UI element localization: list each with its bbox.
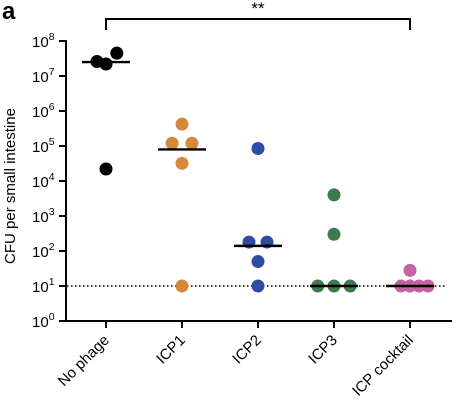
y-tick-label: 105 [32,136,55,156]
data-point [99,57,113,71]
significance-label: ** [251,0,265,18]
y-tick-label: 103 [32,206,55,226]
data-point [327,188,341,202]
x-tick-label: ICP2 [229,332,265,368]
data-point [327,227,341,241]
y-tick-label: 101 [32,276,55,296]
y-tick-label: 107 [32,66,55,86]
x-tick-label: No phage [55,332,113,390]
y-tick-label: 100 [32,311,55,331]
data-point [251,141,265,155]
data-point [175,156,189,170]
data-point [185,136,199,150]
x-tick-label: ICP1 [153,332,189,368]
data-point [110,46,124,60]
x-axis: No phage ICP1 ICP2 ICP3 ICP cocktail [55,320,452,400]
data-point [99,162,113,176]
data-point [175,117,189,131]
data-point [403,263,417,277]
y-axis-label: CFU per small intestine [2,108,19,264]
significance-bracket: ** [105,0,411,30]
x-tick-label: ICP3 [305,332,341,368]
y-tick-label: 102 [32,241,55,261]
y-tick-label: 106 [32,101,55,121]
data-point [175,279,189,293]
data-point [251,279,265,293]
panel-label: a [2,0,16,25]
median-lines [82,60,434,288]
x-tick-label: ICP cocktail [349,332,417,400]
y-tick-label: 108 [32,31,55,51]
data-point [165,136,179,150]
data-point [251,255,265,269]
data-points [90,46,435,293]
y-axis: 100 101 102 103 104 105 106 107 108 [32,31,67,331]
y-tick-label: 104 [32,171,55,191]
significance-bracket-line [105,18,411,30]
